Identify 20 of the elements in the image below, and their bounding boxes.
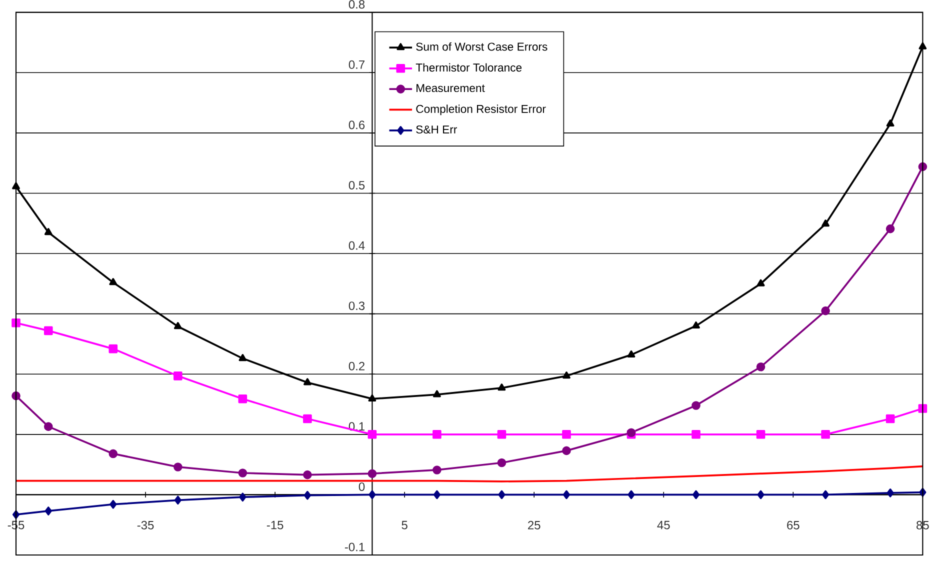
x-tick-label: -15 bbox=[266, 520, 284, 530]
x-tick-label: 5 bbox=[402, 520, 408, 530]
legend-label: Completion Resistor Error bbox=[416, 104, 546, 116]
y-tick-label: 0 bbox=[358, 482, 365, 491]
y-tick-label: 0.4 bbox=[348, 241, 365, 250]
y-tick-label: 0.6 bbox=[348, 120, 365, 130]
y-tick-label: 0.5 bbox=[348, 180, 365, 190]
y-tick-label: -0.1 bbox=[344, 542, 364, 552]
x-tick-label: -35 bbox=[137, 520, 154, 530]
legend-label: Measurement bbox=[416, 84, 485, 92]
x-tick-label: 65 bbox=[787, 520, 800, 530]
y-tick-label: 0.3 bbox=[348, 302, 365, 310]
legend-label: Thermistor Tolorance bbox=[416, 63, 522, 72]
legend-label: Sum of Worst Case Errors bbox=[416, 42, 548, 51]
y-tick-label: 0.7 bbox=[348, 60, 364, 69]
x-tick-label: 25 bbox=[528, 520, 540, 530]
y-tick-label: 0.8 bbox=[348, 0, 365, 9]
legend-label: S&H Err bbox=[416, 126, 457, 134]
y-tick-label: 0.2 bbox=[348, 362, 364, 370]
x-tick-label: 45 bbox=[657, 520, 670, 530]
